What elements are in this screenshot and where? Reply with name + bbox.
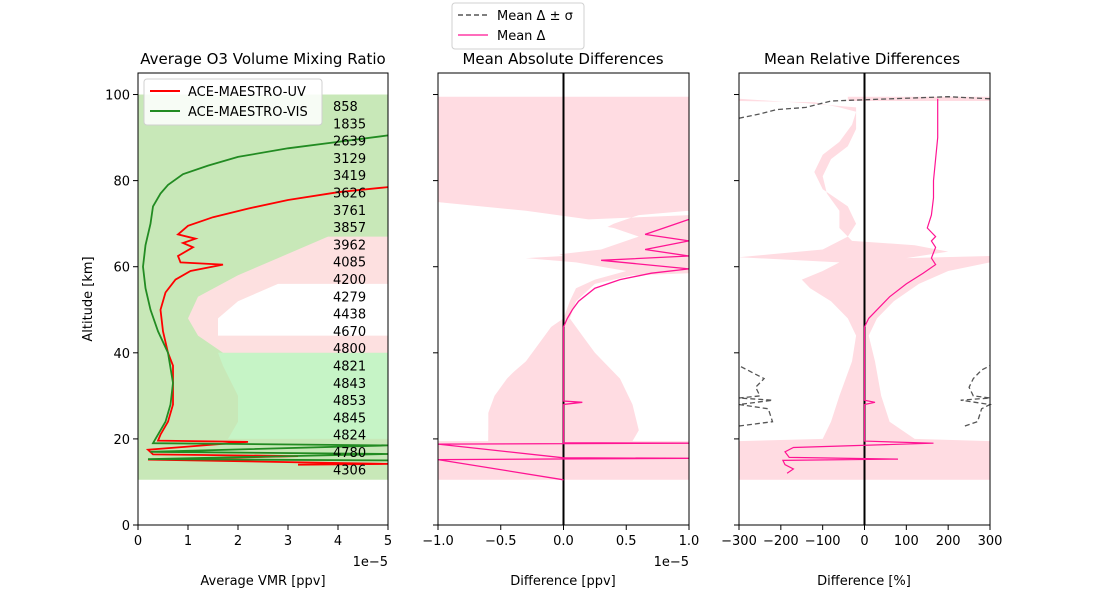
panel-vmr-bands [138,94,388,480]
panel-vmr-xticks: 0 1 2 3 4 5 [134,525,392,549]
x-tick-label: 0 [860,534,868,549]
panel-abs-lines [437,73,690,525]
figure-legend: Mean Δ ± σ Mean Δ [451,2,585,50]
rel-sigma-dashed-line [960,365,993,427]
panel-vmr-counts: 858 1835 2639 3129 3419 3626 3761 3857 3962 4085 4… [333,100,366,478]
x-tick-label: −200 [763,534,799,549]
panel-rel-title: Mean Relative Differences [764,50,960,68]
count-label: 4821 [333,360,366,375]
count-label: 4279 [333,290,366,305]
x-tick-label: −1.0 [422,534,454,549]
count-label: 3419 [333,169,366,184]
count-label: 4438 [333,308,366,323]
x-tick-label: 0 [134,534,142,549]
rel-mean-line [781,98,939,474]
x-tick-label: 200 [936,534,961,549]
uv-gap-band [218,283,388,336]
panel-vmr-x-offset: 1e−5 [353,555,388,570]
x-tick-label: 3 [284,534,292,549]
y-tick-label: 60 [113,261,130,276]
y-tick-label: 100 [105,89,130,104]
x-tick-label: 1 [184,534,192,549]
abs-mean-line [437,218,690,481]
count-label: 4306 [333,463,366,478]
panel-abs-xlabel: Difference [ppv] [510,574,616,589]
count-label: 2639 [333,135,366,150]
y-tick-label: 0 [122,519,130,534]
panel-vmr-xlabel: Average VMR [ppv] [200,574,325,589]
x-tick-label: 0.5 [616,534,637,549]
x-tick-label: 100 [894,534,919,549]
y-tick-label: 80 [113,175,130,190]
legend-vis-label: ACE-MAESTRO-VIS [188,105,308,120]
count-label: 4843 [333,377,366,392]
panel-rel: Mean Relative Differences −300 −200 −100 0 1… [721,50,1002,589]
count-label: 4780 [333,446,366,461]
series-uv-line [145,186,389,466]
panel-vmr-legend: ACE-MAESTRO-UV ACE-MAESTRO-VIS [143,78,323,126]
x-tick-label: 4 [334,534,342,549]
y-tick-label: 40 [113,347,130,362]
count-label: 3962 [333,238,366,253]
x-tick-label: −0.5 [485,534,517,549]
rel-top-band [847,96,990,101]
rel-sigma-dashed-line [738,96,991,119]
count-label: 4670 [333,325,366,340]
x-tick-label: −300 [721,534,757,549]
count-label: 4845 [333,411,366,426]
panel-vmr-legend-box [143,78,323,126]
series-vis-line [142,134,389,462]
vis-sigma-band [218,352,388,439]
panel-vmr: Average O3 Volume Mixing Ratio 858183526… [81,50,392,589]
panel-abs-title: Mean Absolute Differences [462,50,663,68]
panel-vmr-yticks: 0 20 40 60 80 100 [105,89,138,534]
panel-vmr-lines [142,134,389,466]
panel-abs-x-offset: 1e−5 [654,555,689,570]
count-label: 4200 [333,273,366,288]
count-label: 3129 [333,152,366,167]
count-label: 3626 [333,187,366,202]
count-label: 3857 [333,221,366,236]
panel-vmr-title: Average O3 Volume Mixing Ratio [140,50,386,68]
panel-rel-yticks [734,94,739,526]
abs-left-gap [438,271,558,442]
panel-vmr-ylabel: Altitude [km] [81,256,96,341]
legend-mean-sigma-label: Mean Δ ± σ [497,9,573,24]
legend-uv-label: ACE-MAESTRO-UV [188,85,306,100]
panel-rel-xlabel: Difference [%] [817,574,911,589]
rel-sigma-dashed-line [738,365,774,427]
count-label: 4824 [333,429,366,444]
count-label: 4085 [333,256,366,271]
x-tick-label: 5 [384,534,392,549]
legend-mean-label: Mean Δ [497,29,546,44]
panel-abs: Mean Absolute Differences −1.0 −0.5 0.0 0.5… [422,50,699,589]
x-tick-label: 300 [978,534,1003,549]
count-label: 4800 [333,342,366,357]
x-tick-label: 0.0 [553,534,574,549]
count-label: 1835 [333,117,366,132]
panel-abs-bands [438,96,689,480]
abs-right-gap [569,273,689,442]
count-label: 858 [333,100,358,115]
x-tick-label: 1.0 [679,534,700,549]
panel-abs-xticks: −1.0 −0.5 0.0 0.5 1.0 [422,525,699,549]
panel-abs-yticks [433,94,438,526]
x-tick-label: −100 [805,534,841,549]
panel-rel-xticks: −300 −200 −100 0 100 200 300 [721,525,1002,549]
count-label: 3761 [333,204,366,219]
y-tick-label: 20 [113,433,130,448]
panel-vmr-frame [137,72,389,526]
count-label: 4853 [333,394,366,409]
x-tick-label: 2 [234,534,242,549]
